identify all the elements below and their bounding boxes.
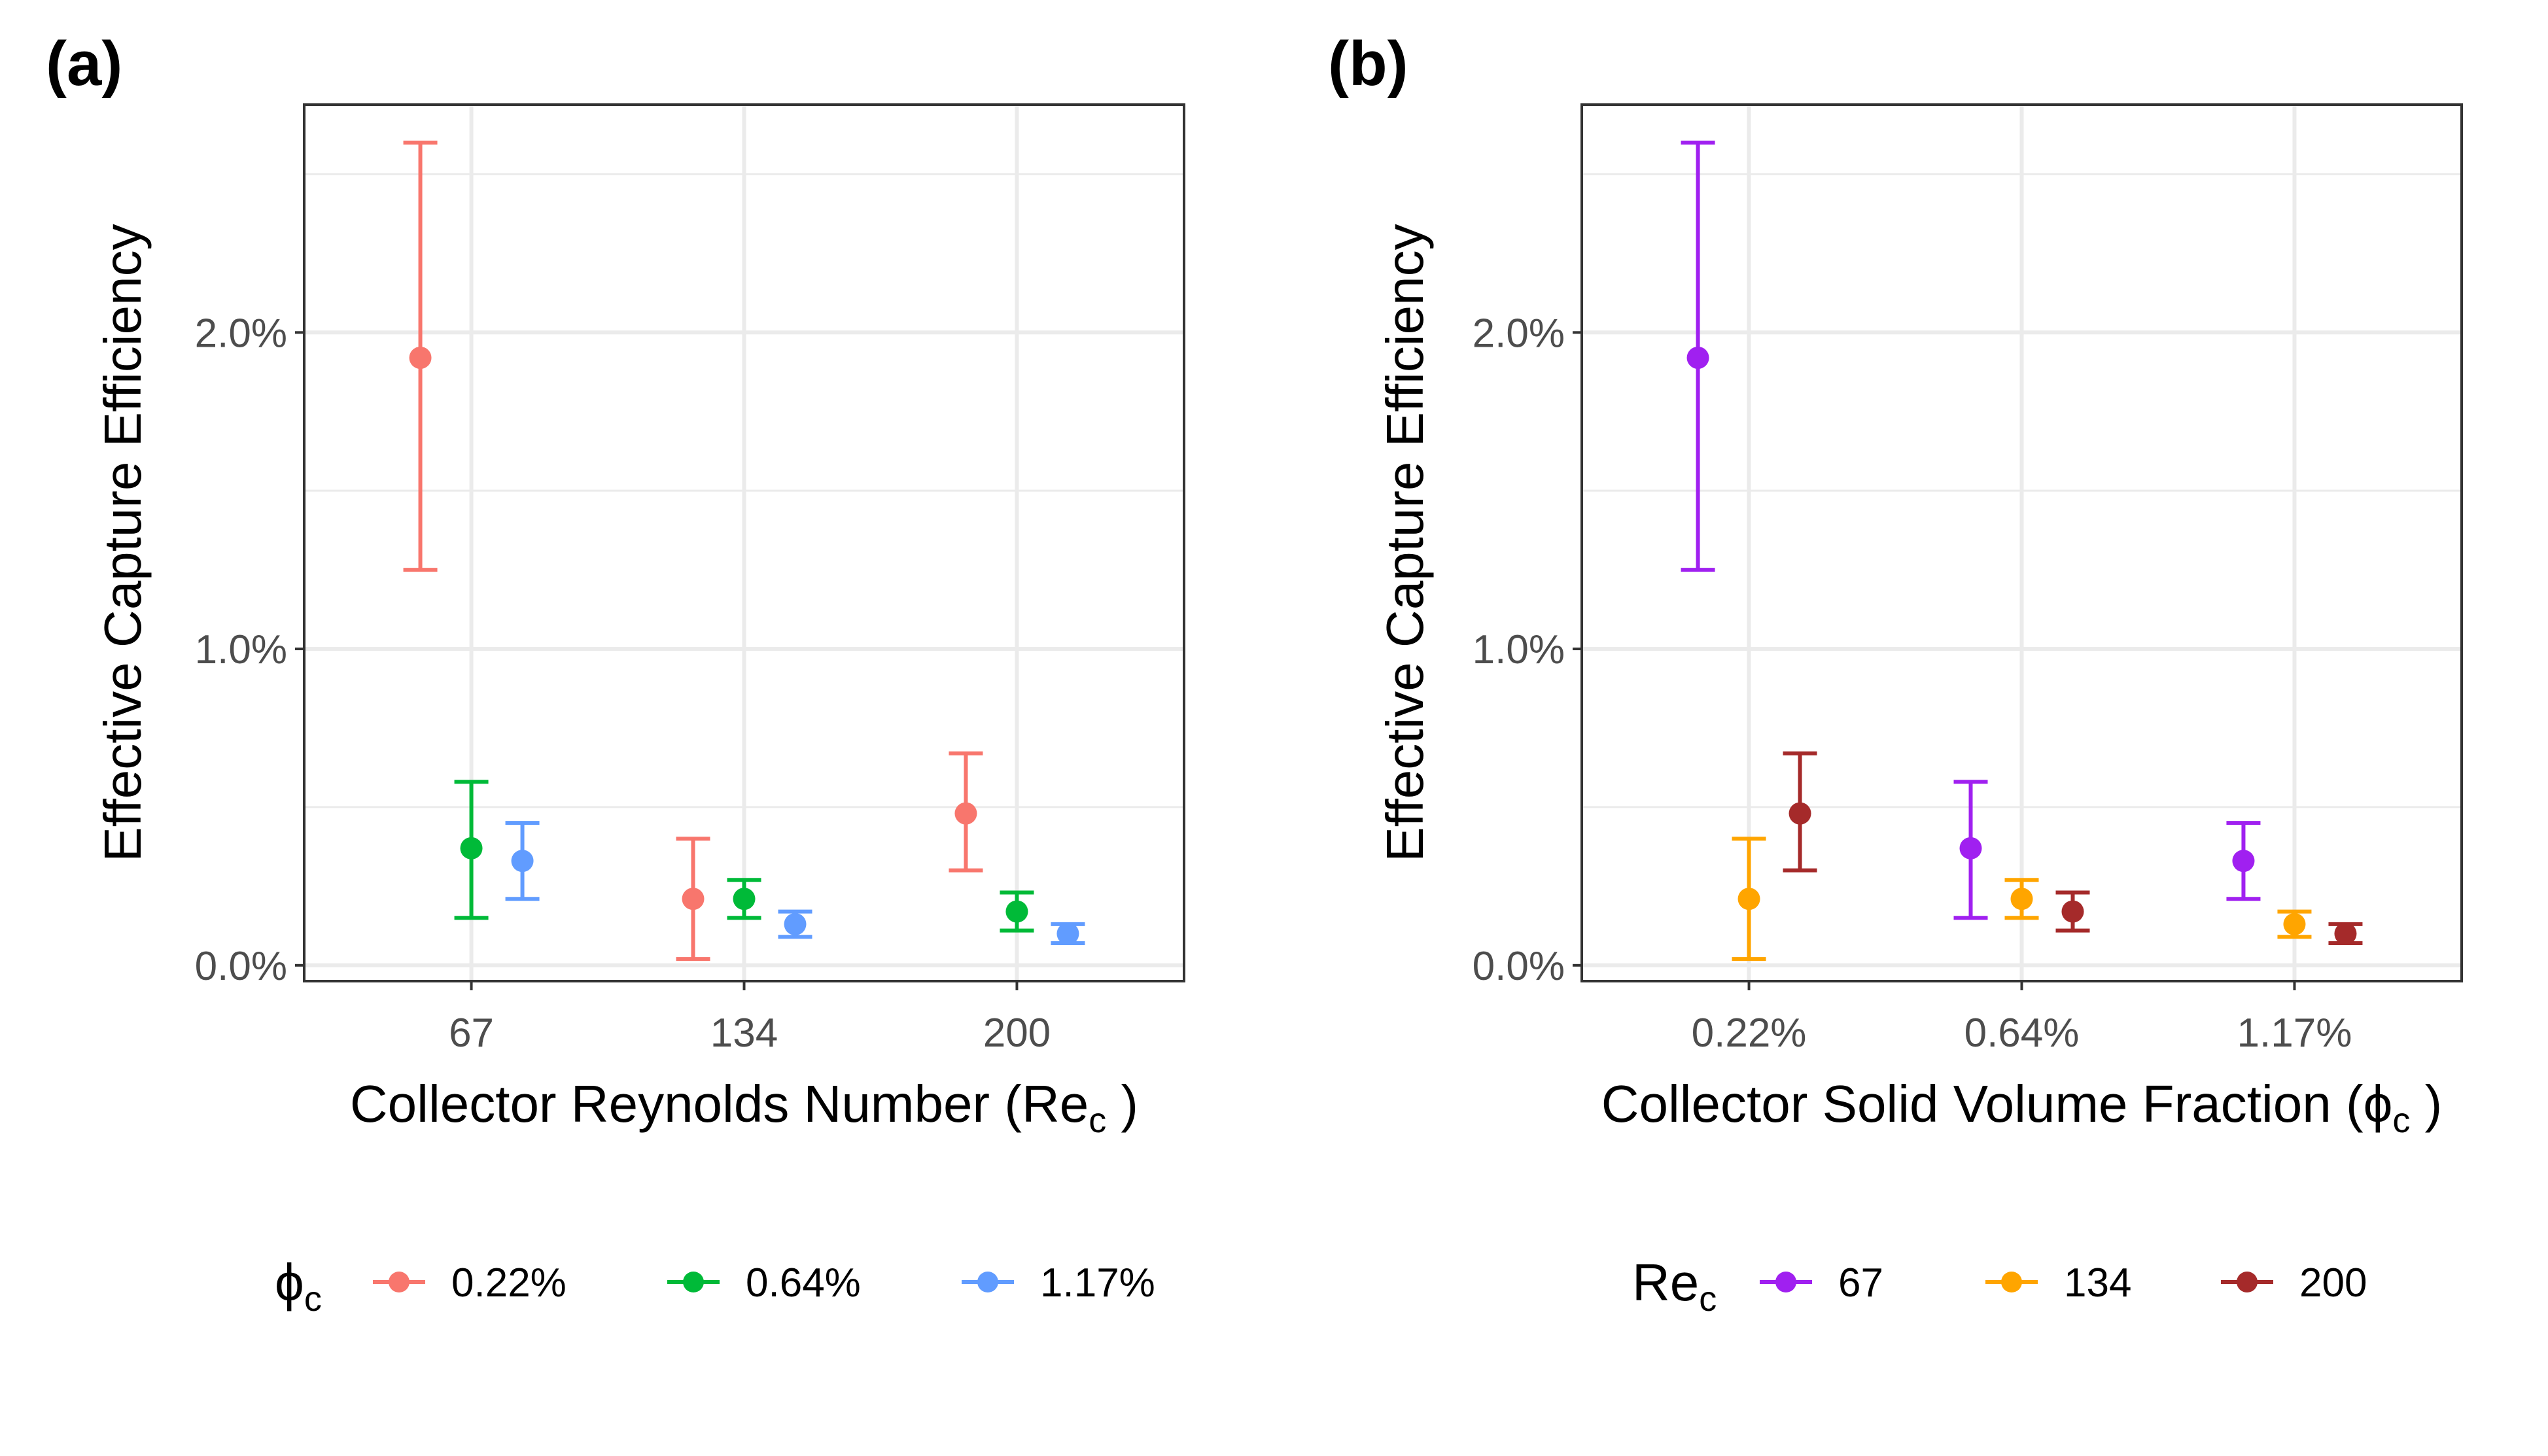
- legend-key-point: [2001, 1272, 2022, 1292]
- x-tick-label: 0.22%: [1692, 1011, 1807, 1056]
- data-point: [1686, 347, 1709, 370]
- legend-title-subscript: c: [304, 1279, 322, 1319]
- legend-title: ϕc: [275, 1253, 322, 1319]
- series-200: [1783, 751, 2363, 945]
- legend-title-main: Re: [1632, 1253, 1699, 1311]
- y-tick-label: 0.0%: [1473, 944, 1565, 989]
- series-0.22%: [403, 141, 983, 962]
- legend-item-label: 200: [2299, 1260, 2367, 1306]
- legend-item-label: 0.64%: [746, 1260, 861, 1306]
- data-point: [511, 850, 534, 873]
- data-point: [1789, 802, 1811, 825]
- x-tick-label: 134: [710, 1011, 778, 1056]
- series-67: [1681, 141, 2261, 920]
- panel-border: [303, 103, 1185, 982]
- panel-label: (b): [1328, 29, 1408, 99]
- x-tick-label: 67: [449, 1011, 494, 1056]
- legend-title: Rec: [1632, 1253, 1717, 1319]
- y-tick-label: 0.0%: [195, 944, 287, 989]
- data-point: [1959, 837, 1982, 859]
- series-134: [1732, 837, 2312, 962]
- legend-item-label: 0.22%: [451, 1260, 567, 1306]
- data-point: [954, 802, 977, 825]
- data-point: [784, 912, 807, 935]
- data-point: [2010, 888, 2033, 910]
- panel-label: (a): [46, 29, 122, 99]
- x-axis-title-subscript: c: [1089, 1101, 1106, 1140]
- x-axis-title: Collector Reynolds Number (Rec ): [350, 1075, 1138, 1140]
- x-tick-label: 200: [983, 1011, 1051, 1056]
- y-tick-label: 1.0%: [1473, 627, 1565, 672]
- y-axis-title: Effective Capture Efficiency: [1376, 224, 1434, 861]
- y-tick-label: 1.0%: [195, 627, 287, 672]
- data-point: [1005, 900, 1028, 923]
- legend-key-point: [1775, 1272, 1796, 1292]
- x-axis-title-main: Collector Solid Volume Fraction (ϕ: [1601, 1075, 2393, 1133]
- data-point: [1056, 922, 1079, 945]
- legend-title-subscript: c: [1699, 1279, 1717, 1319]
- x-tick-label: 0.64%: [1964, 1011, 2080, 1056]
- series-0.64%: [454, 780, 1034, 933]
- data-point: [2232, 850, 2255, 873]
- panel-border: [1580, 103, 2463, 982]
- chart-panel-a: (a) 0.0% 1.0% 2.0% 67 134 200 Effective Capture…: [46, 29, 1185, 1319]
- y-tick-label: 2.0%: [1473, 311, 1565, 356]
- y-axis-title: Effective Capture Efficiency: [94, 224, 152, 861]
- data-point: [1737, 888, 1760, 910]
- legend-item-label: 67: [1838, 1260, 1883, 1306]
- x-axis-title-tail: ): [2410, 1075, 2442, 1133]
- chart-panel-b: (b) 0.0% 1.0% 2.0% 0.22% 0.64% 1.17% Effective …: [1328, 29, 2463, 1319]
- legend-key-point: [683, 1272, 704, 1292]
- data-point: [2061, 900, 2084, 923]
- x-axis-title-subscript: c: [2392, 1101, 2410, 1140]
- x-tick-label: 1.17%: [2237, 1011, 2352, 1056]
- legend-key-point: [389, 1272, 410, 1292]
- legend-item-label: 134: [2064, 1260, 2131, 1306]
- legend-title-main: ϕ: [275, 1253, 304, 1311]
- legend: ϕc 0.22% 0.64% 1.17%: [275, 1253, 1155, 1319]
- data-point: [460, 837, 483, 859]
- y-tick-label: 2.0%: [195, 311, 287, 356]
- data-point: [682, 888, 705, 910]
- data-point: [2334, 922, 2357, 945]
- legend-item-label: 1.17%: [1040, 1260, 1155, 1306]
- data-point: [733, 888, 756, 910]
- legend-key-point: [2237, 1272, 2258, 1292]
- x-axis-title: Collector Solid Volume Fraction (ϕc ): [1601, 1075, 2443, 1140]
- legend-key-point: [977, 1272, 998, 1292]
- x-axis-title-tail: ): [1106, 1075, 1138, 1133]
- data-point: [2283, 912, 2306, 935]
- data-point: [409, 347, 432, 370]
- legend: Rec 67 134 200: [1632, 1253, 2367, 1319]
- x-axis-title-main: Collector Reynolds Number (Re: [350, 1075, 1089, 1133]
- series-1.17%: [505, 821, 1085, 945]
